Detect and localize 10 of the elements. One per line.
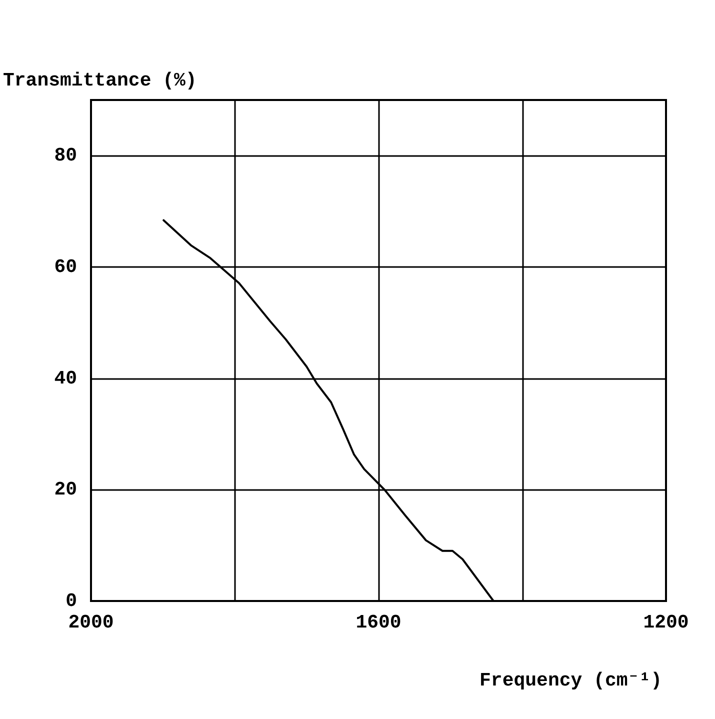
y-tick-label: 40 — [54, 367, 77, 390]
x-tick-label: 2000 — [68, 612, 114, 634]
x-axis-title: Frequency (cm⁻¹) — [480, 670, 662, 692]
y-tick-label: 20 — [54, 478, 77, 501]
y-tick-label: 60 — [54, 256, 77, 278]
y-tick-label: 0 — [66, 590, 77, 612]
x-tick-label: 1200 — [643, 612, 689, 634]
x-tick-label: 1600 — [356, 612, 402, 634]
y-tick-label: 80 — [54, 144, 77, 167]
y-axis-title: Transmittance (%) — [3, 70, 197, 92]
